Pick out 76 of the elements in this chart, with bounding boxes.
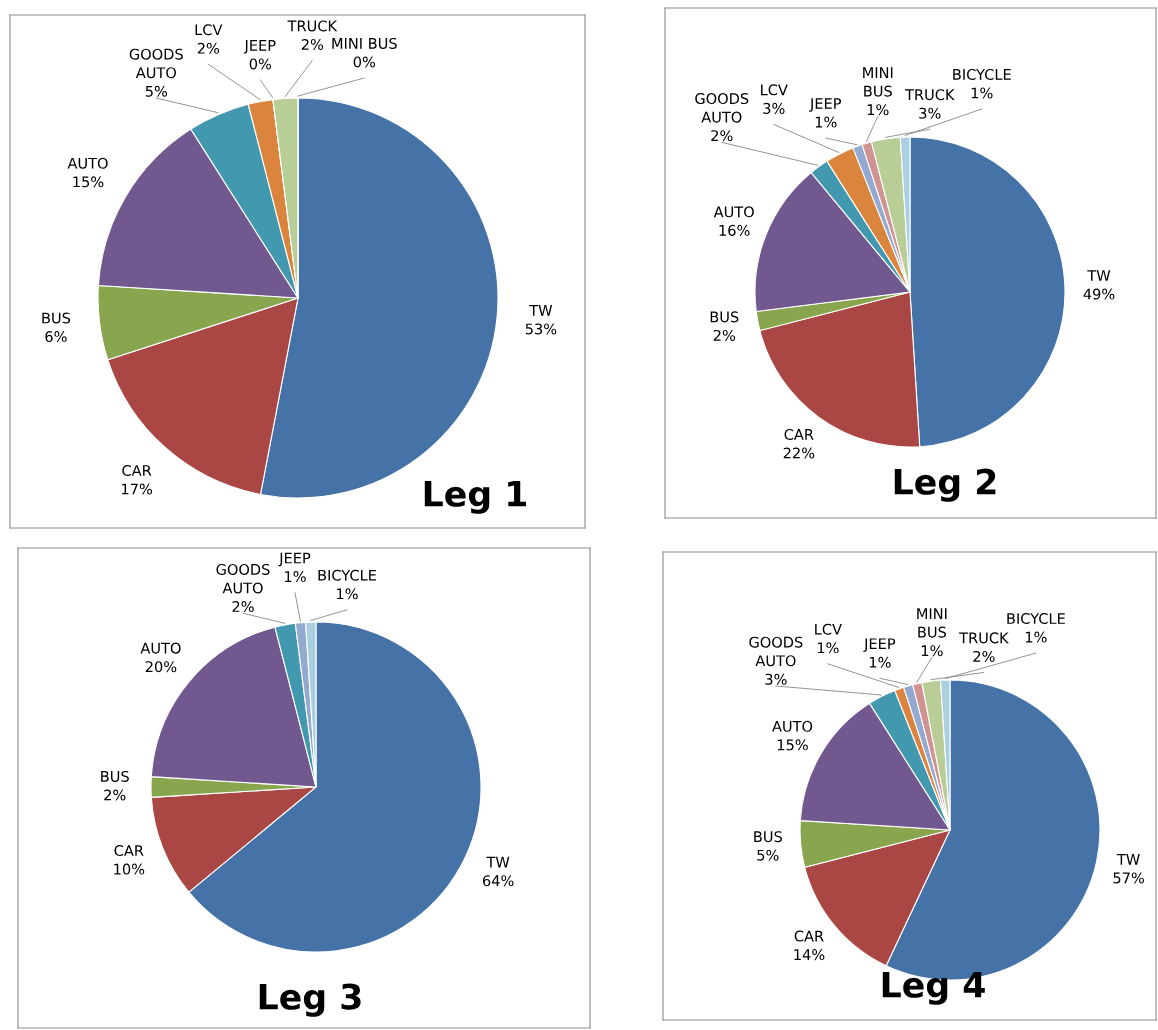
slice-label: MINI BUS — [917, 608, 947, 638]
data-label: 15% — [73, 176, 104, 188]
slice-label: LCV — [815, 623, 842, 635]
slice-label: AUTO — [772, 720, 813, 732]
category-label: JEEP — [243, 40, 276, 54]
slice-label: MINI BUS — [863, 67, 893, 97]
slice-label: TW — [1116, 854, 1140, 865]
slice-label: TW — [486, 856, 510, 868]
category-label: MINI BUS — [332, 37, 397, 49]
text: 0% — [353, 56, 376, 68]
slice-label: JEEP — [863, 638, 896, 652]
slice-label: GOODS AUTO — [129, 48, 183, 79]
data-label: 1% — [867, 104, 889, 116]
data-label: 1% — [869, 656, 891, 668]
data-label: 1% — [1025, 631, 1047, 643]
slice-label: BICYCLE — [318, 569, 376, 581]
data-label: 17% — [122, 483, 153, 495]
data-label: 16% — [719, 224, 750, 236]
data-label: 2% — [232, 601, 254, 613]
slice-label: BUS — [101, 770, 129, 782]
text: Leg 2 — [894, 468, 996, 502]
slice-label: TRUCK — [959, 632, 1009, 644]
data-label: 2% — [711, 130, 733, 142]
data-label: 2% — [197, 42, 220, 54]
data-label: 1% — [921, 645, 943, 657]
slice-label: GOODS AUTO — [695, 93, 749, 123]
slice-label: BUS — [710, 311, 739, 323]
data-label: 3% — [765, 673, 787, 685]
data-label: 1% — [971, 87, 993, 99]
data-label: 3% — [763, 102, 785, 114]
data-label: 5% — [757, 849, 779, 861]
slice-label: CAR — [114, 845, 144, 857]
data-label: 15% — [777, 739, 808, 751]
data-label: 10% — [114, 863, 145, 875]
slice-label: CAR — [784, 428, 814, 440]
slice-label: TRUCK — [905, 89, 955, 101]
slice-label: CAR — [122, 464, 152, 476]
slice-label: LCV — [761, 84, 788, 96]
text: Leg 3 — [259, 983, 361, 1017]
data-label: 5% — [145, 85, 168, 97]
data-label: 57% — [1113, 872, 1144, 884]
data-label: 3% — [919, 107, 941, 119]
slice-label: GOODS AUTO — [216, 563, 270, 594]
slice-label: GOODS AUTO — [749, 636, 803, 667]
data-label: 1% — [337, 588, 358, 600]
slice-label: TRUCK — [287, 20, 338, 32]
data-label: 2% — [301, 38, 324, 50]
slice-label: JEEP — [809, 98, 842, 112]
data-label: 1% — [815, 116, 837, 128]
data-label: 64% — [482, 875, 514, 887]
data-label: 20% — [145, 661, 177, 673]
slice-label: BUS — [754, 831, 782, 843]
slice-label: LCV — [195, 24, 223, 36]
text: 0% — [249, 58, 272, 70]
data-label: 49% — [1083, 288, 1115, 300]
slice-label: AUTO — [713, 206, 754, 218]
slice-label: JEEP — [278, 552, 311, 567]
data-label: 22% — [783, 447, 815, 459]
data-label: 2% — [713, 329, 736, 341]
data-label: 6% — [45, 331, 67, 343]
slice-label: AUTO — [140, 642, 181, 654]
slice-label: TW — [529, 305, 553, 316]
data-label: 2% — [104, 789, 126, 801]
data-label: 2% — [973, 650, 995, 662]
slice-label: BICYCLE — [1007, 613, 1065, 625]
slice-label: BICYCLE — [953, 68, 1011, 80]
slice-label: AUTO — [67, 157, 108, 169]
slice-label: TW — [1087, 270, 1111, 281]
slice-label: CAR — [794, 930, 824, 942]
data-label: 1% — [817, 642, 839, 654]
text: Leg 4 — [882, 972, 985, 1005]
data-label: 1% — [285, 571, 306, 583]
text: Leg 1 — [424, 481, 526, 514]
slice-label: BUS — [42, 312, 71, 324]
data-label: 14% — [794, 949, 825, 961]
data-label: 53% — [525, 323, 557, 335]
